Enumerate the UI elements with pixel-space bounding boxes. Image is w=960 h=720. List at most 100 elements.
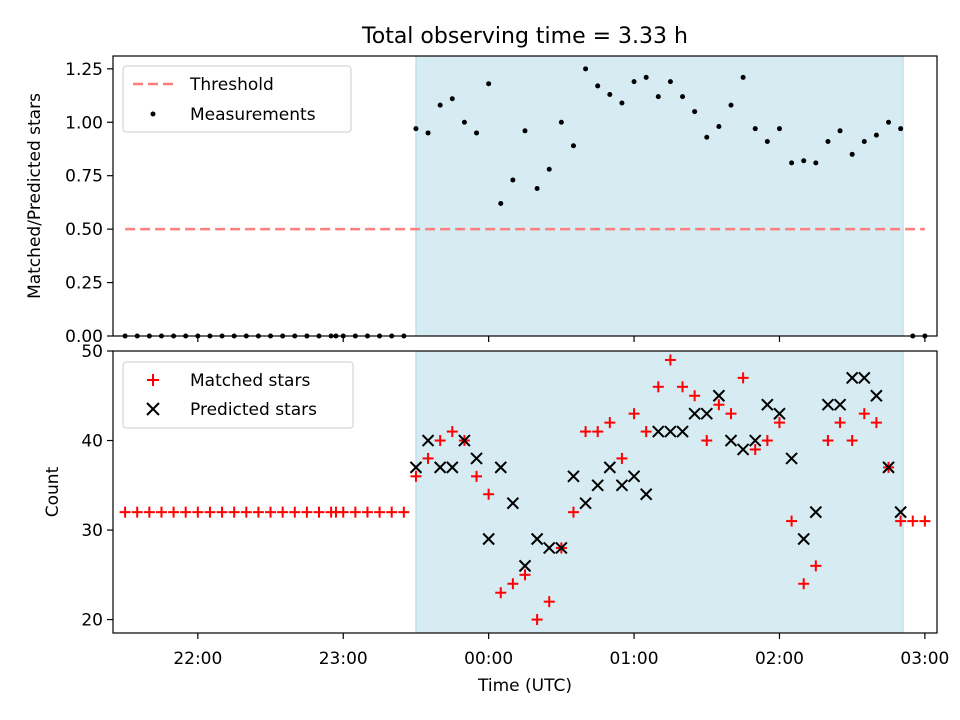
- measurement-point: [498, 200, 504, 206]
- matched-star-point: [313, 506, 325, 518]
- threshold-legend-label: Threshold: [189, 75, 274, 95]
- matched-star-point: [168, 506, 180, 518]
- predicted-star-point: [797, 532, 810, 546]
- top-y-ticks: 0.00 0.25 0.50 0.75 1.00 1.25: [65, 60, 113, 347]
- predicted-star-point: [409, 461, 423, 474]
- matched-star-point: [265, 506, 277, 518]
- matched-legend-label: Matched stars: [190, 371, 310, 391]
- top-y-tick-label: 1.25: [65, 60, 103, 80]
- matched-star-point: [604, 417, 616, 429]
- x-tick-label: 02:00: [755, 649, 804, 669]
- predicted-star-point: [652, 425, 665, 438]
- matched-star-point: [616, 452, 628, 464]
- predicted-star-point: [894, 505, 907, 519]
- predicted-star-point: [567, 470, 580, 483]
- bottom-x-ticks: 22:00 23:00 00:00 01:00 02:00 03:00: [173, 633, 949, 669]
- predicted-star-point: [882, 461, 895, 474]
- matched-star-point: [652, 381, 664, 393]
- predicted-star-point: [603, 461, 617, 474]
- matched-star-point: [374, 506, 386, 518]
- predicted-star-point: [446, 461, 459, 474]
- top-panel: 0.00 0.25 0.50 0.75 1.00 1.25 Matched/Predict…: [25, 55, 938, 347]
- matched-star-point: [689, 390, 701, 402]
- top-y-tick-label: 0.75: [65, 167, 103, 187]
- matched-star-point: [410, 470, 422, 482]
- matched-star-point: [773, 417, 785, 429]
- top-measurement-points: [122, 66, 928, 339]
- matched-star-point: [858, 408, 870, 420]
- measurement-point: [801, 158, 807, 164]
- bottom-y-ticks: 20 30 40 50: [81, 342, 113, 631]
- matched-star-point: [664, 354, 676, 366]
- top-y-tick-label: 0.25: [65, 274, 103, 294]
- predicted-star-point: [700, 407, 713, 420]
- matched-star-point: [592, 426, 604, 438]
- predicted-star-point: [615, 479, 629, 492]
- predicted-star-point: [494, 461, 507, 474]
- measurement-point: [764, 138, 770, 144]
- measurement-point: [716, 124, 722, 130]
- predicted-star-point: [845, 371, 859, 385]
- x-axis-label: Time (UTC): [477, 676, 572, 696]
- predicted-star-point: [421, 434, 435, 447]
- measurement-point: [740, 74, 746, 80]
- matched-star-point: [301, 506, 313, 518]
- predicted-star-point: [627, 470, 641, 483]
- predicted-star-point: [676, 425, 689, 438]
- matched-star-point: [337, 506, 349, 518]
- measurement-point: [667, 79, 673, 85]
- measurement-point: [413, 126, 419, 132]
- matched-star-point: [483, 488, 495, 500]
- measurement-point: [837, 128, 843, 134]
- measurement-point: [474, 130, 480, 136]
- top-y-tick-label: 1.00: [65, 113, 103, 133]
- predicted-star-point: [639, 488, 653, 501]
- predicted-star-point: [870, 389, 883, 402]
- measurement-point: [607, 91, 613, 97]
- predicted-star-point: [785, 452, 798, 465]
- top-axes-frame: [112, 55, 938, 337]
- matched-star-point: [361, 506, 373, 518]
- matched-star-point: [495, 587, 507, 599]
- matched-star-point: [131, 506, 143, 518]
- matched-star-point: [228, 506, 240, 518]
- predicted-star-point: [761, 398, 774, 411]
- predicted-star-point: [433, 461, 447, 474]
- matched-star-point: [907, 515, 919, 527]
- matched-star-point: [580, 426, 592, 438]
- predicted-star-point: [773, 407, 786, 420]
- predicted-star-point: [736, 443, 750, 456]
- bottom-observing-window: [415, 350, 904, 634]
- matched-star-point: [725, 408, 737, 420]
- matched-star-point: [422, 452, 434, 464]
- predicted-star-point: [712, 389, 726, 402]
- top-y-tick-label: 0.50: [65, 220, 103, 240]
- matched-star-point: [895, 515, 907, 527]
- predicted-star-point: [579, 496, 592, 510]
- measurement-point: [789, 160, 795, 166]
- bottom-y-tick-label: 20: [81, 611, 103, 631]
- bottom-y-tick-label: 40: [81, 432, 103, 452]
- measurement-point: [510, 177, 516, 183]
- measurement-point: [849, 151, 855, 157]
- measurement-point: [449, 96, 455, 102]
- bottom-legend: Matched stars Predicted stars: [122, 361, 354, 429]
- measurement-point: [619, 100, 625, 106]
- predicted-star-point: [858, 371, 871, 385]
- matched-star-point: [252, 506, 264, 518]
- matched-star-point: [543, 596, 555, 608]
- matched-star-point: [737, 372, 749, 384]
- bottom-y-axis-label: Count: [43, 466, 63, 517]
- matched-star-point: [446, 426, 458, 438]
- predicted-star-point: [470, 452, 483, 465]
- measurement-point: [437, 102, 443, 108]
- matched-star-point: [846, 435, 858, 447]
- predicted-star-point: [591, 479, 604, 492]
- measurement-point: [680, 94, 686, 100]
- matched-star-point: [713, 399, 725, 411]
- matched-star-point: [786, 515, 798, 527]
- predicted-star-point: [555, 541, 568, 555]
- matched-star-point: [870, 417, 882, 429]
- matched-star-point: [628, 408, 640, 420]
